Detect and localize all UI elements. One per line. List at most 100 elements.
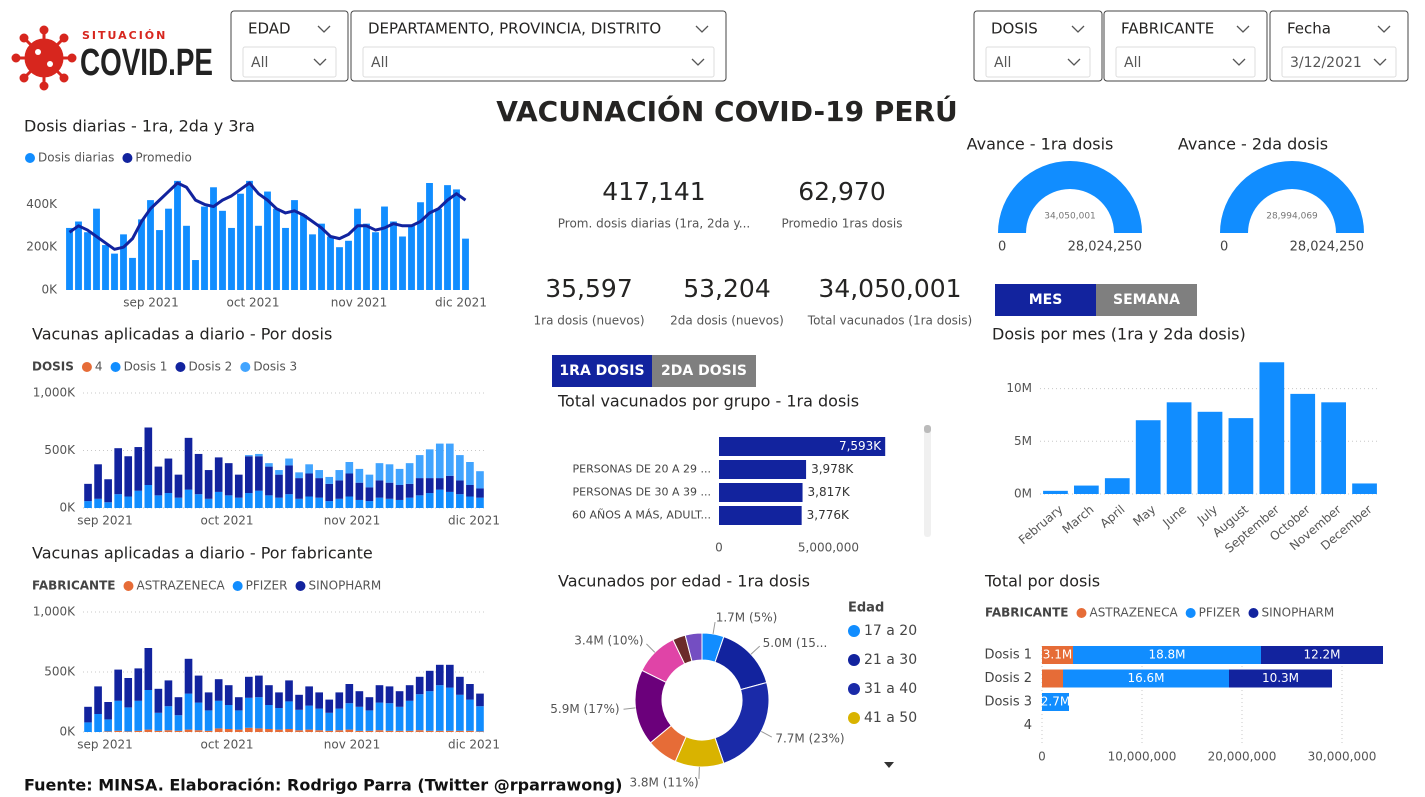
legend-title: DOSIS bbox=[32, 360, 74, 374]
bar-segment bbox=[265, 463, 273, 467]
bar-segment bbox=[1042, 669, 1063, 688]
bar-segment bbox=[204, 730, 213, 732]
legend-swatch bbox=[25, 153, 35, 163]
bar-segment bbox=[405, 497, 414, 508]
dropdown-chevron[interactable] bbox=[691, 58, 705, 66]
bar-segment bbox=[164, 730, 173, 732]
toggle-button[interactable] bbox=[652, 355, 756, 387]
filter-dropdown[interactable] bbox=[362, 46, 715, 78]
toggle-label[interactable]: SEMANA bbox=[1113, 292, 1180, 308]
filter-dropdown[interactable] bbox=[985, 46, 1091, 78]
bar bbox=[719, 460, 807, 479]
filter-box[interactable] bbox=[1103, 10, 1268, 82]
filter-box[interactable] bbox=[1269, 10, 1409, 82]
dropdown-chevron[interactable] bbox=[1232, 58, 1246, 66]
filter-dropdown[interactable] bbox=[1115, 46, 1256, 78]
toggle-button[interactable] bbox=[995, 284, 1096, 316]
bar-segment bbox=[335, 498, 344, 508]
bar-segment bbox=[476, 488, 484, 498]
filter-chevron[interactable] bbox=[1071, 25, 1085, 33]
filter-chevron[interactable] bbox=[317, 25, 331, 33]
bar-segment bbox=[184, 437, 193, 490]
filter-value: All bbox=[371, 55, 388, 71]
bar-segment bbox=[194, 453, 203, 495]
bar bbox=[210, 187, 217, 290]
bar bbox=[318, 223, 325, 290]
bar-segment bbox=[365, 474, 374, 488]
bar-segment bbox=[245, 455, 253, 457]
bar-segment bbox=[425, 493, 434, 508]
filter-chevron[interactable] bbox=[695, 25, 709, 33]
bar-segment bbox=[204, 498, 213, 508]
legend-swatch bbox=[848, 683, 860, 695]
bar-segment bbox=[224, 685, 233, 705]
kpi-label: Promedio 1ras dosis bbox=[781, 217, 902, 231]
toggle-button[interactable] bbox=[552, 355, 652, 387]
bar-segment bbox=[456, 730, 464, 732]
bar bbox=[309, 234, 316, 290]
chart-title: Dosis diarias - 1ra, 2da y 3ra bbox=[24, 117, 255, 136]
bar-segment bbox=[335, 470, 344, 481]
bar-segment bbox=[295, 709, 303, 731]
bar bbox=[372, 232, 379, 290]
logo-main: COVID.PE bbox=[80, 42, 213, 84]
bar-segment bbox=[134, 700, 143, 731]
bar bbox=[354, 208, 361, 290]
toggle-label[interactable]: 1RA DOSIS bbox=[559, 363, 644, 379]
x-tick-label: 5,000,000 bbox=[798, 541, 859, 555]
bar-segment bbox=[335, 692, 344, 709]
dropdown-chevron[interactable] bbox=[1067, 58, 1081, 66]
bar-segment bbox=[305, 496, 313, 508]
legend-swatch bbox=[122, 153, 133, 163]
x-tick-label: dic 2021 bbox=[448, 738, 500, 752]
bar bbox=[183, 225, 190, 290]
bar-segment bbox=[295, 694, 303, 710]
gauge-min: 0 bbox=[998, 240, 1006, 255]
bar-segment bbox=[405, 483, 414, 498]
toggle-label[interactable]: MES bbox=[1029, 292, 1063, 308]
bar-segment bbox=[375, 480, 384, 498]
filter-box[interactable] bbox=[973, 10, 1103, 82]
x-tick-label: dic 2021 bbox=[435, 296, 487, 310]
donut-slice bbox=[684, 632, 703, 662]
bar-segment bbox=[375, 685, 384, 703]
logo-top: SITUACIÓN bbox=[82, 29, 167, 42]
bar-segment bbox=[94, 686, 102, 714]
kpi-label: 1ra dosis (nuevos) bbox=[534, 314, 645, 328]
dropdown-chevron[interactable] bbox=[1373, 58, 1387, 66]
dropdown-chevron[interactable] bbox=[313, 58, 327, 66]
bar-segment bbox=[1229, 669, 1332, 688]
filter-dropdown[interactable] bbox=[242, 46, 337, 78]
filter-chevron[interactable] bbox=[1236, 25, 1250, 33]
bar-segment bbox=[154, 712, 163, 731]
bar-segment bbox=[184, 693, 193, 730]
bar-segment bbox=[456, 676, 464, 695]
bar bbox=[1166, 402, 1192, 494]
bar bbox=[408, 225, 415, 290]
bar-segment bbox=[385, 482, 394, 499]
bar-segment bbox=[144, 427, 153, 485]
bar-segment bbox=[425, 478, 434, 494]
bar-segment bbox=[345, 462, 354, 474]
filter-chevron[interactable] bbox=[1377, 25, 1391, 33]
legend-more[interactable] bbox=[884, 762, 894, 768]
toggle-label[interactable]: 2DA DOSIS bbox=[661, 363, 747, 379]
bar bbox=[363, 223, 370, 290]
bar-segment bbox=[375, 463, 384, 481]
bar-segment bbox=[325, 501, 334, 508]
toggle-button[interactable] bbox=[1096, 284, 1197, 316]
y-tick-label: 0K bbox=[41, 283, 58, 297]
bar-segment bbox=[295, 498, 303, 508]
bar-segment bbox=[345, 703, 354, 730]
scrollbar bbox=[924, 425, 931, 537]
bar-segment bbox=[164, 680, 173, 707]
filter-dropdown[interactable] bbox=[1281, 46, 1397, 78]
bar-segment bbox=[1042, 646, 1073, 664]
bar-segment bbox=[385, 730, 394, 732]
bar bbox=[102, 245, 109, 290]
filter-box[interactable] bbox=[350, 10, 727, 82]
data-label: 3.1M bbox=[1043, 648, 1072, 662]
bar-segment bbox=[214, 491, 223, 508]
bar bbox=[345, 240, 352, 290]
